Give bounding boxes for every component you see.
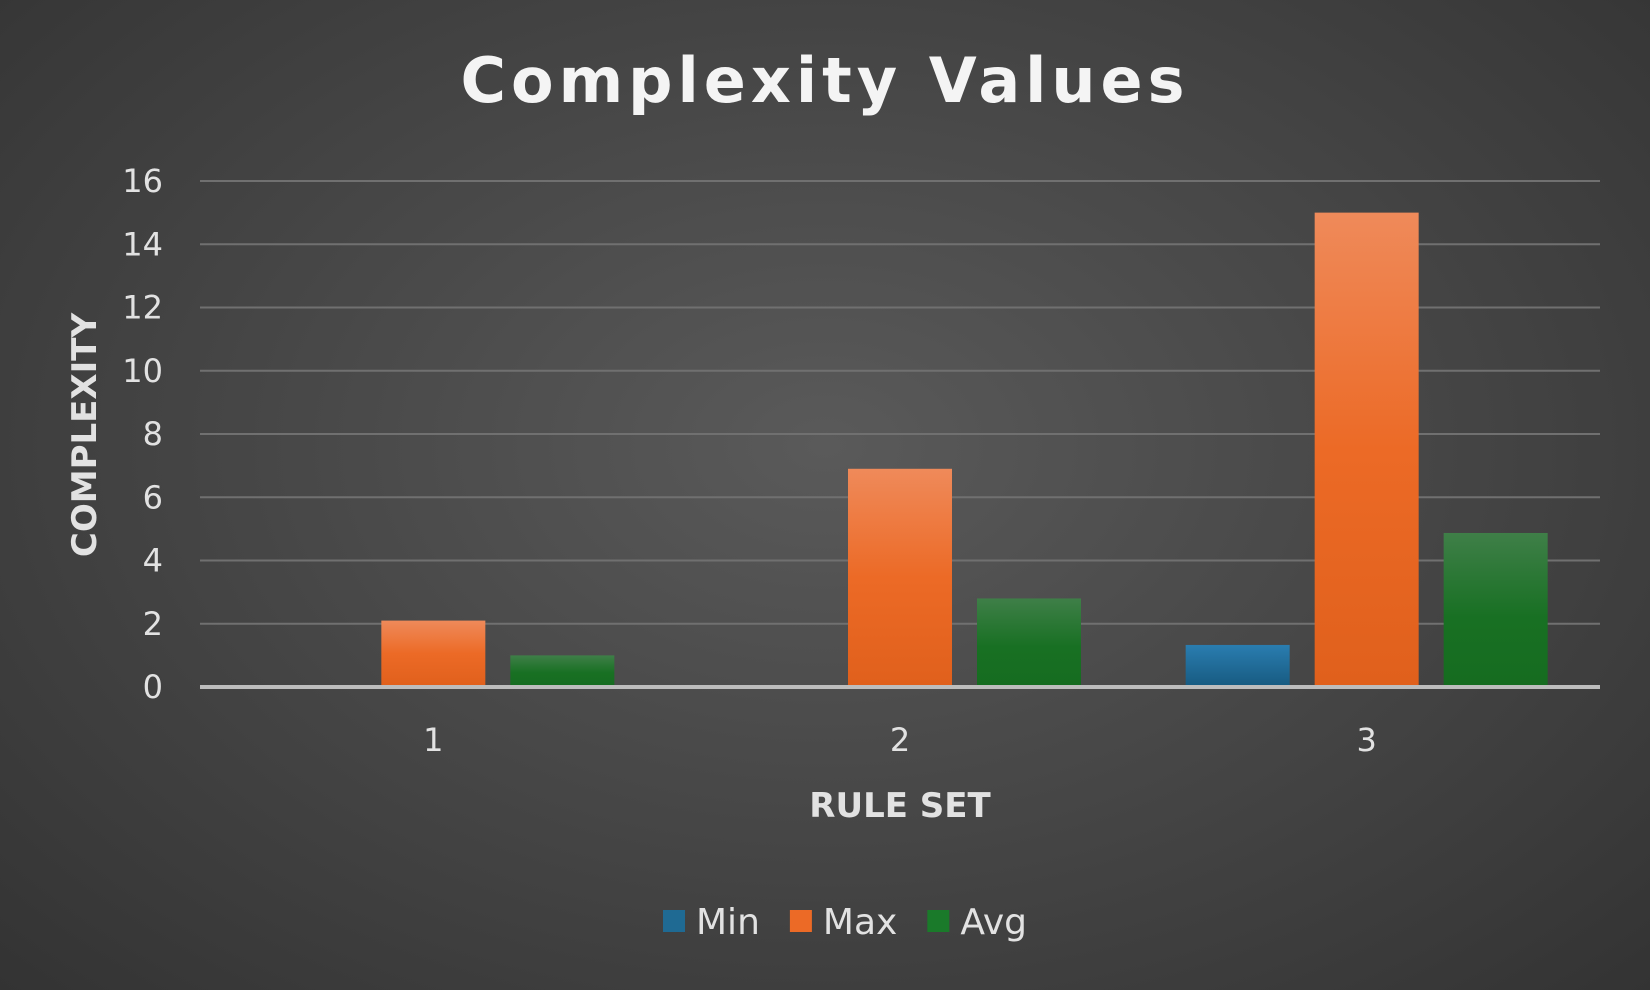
x-axis-title: RULE SET: [809, 786, 991, 826]
y-tick-label: 0: [143, 668, 163, 706]
legend-label-max: Max: [823, 902, 897, 943]
x-tick-label: 2: [890, 721, 910, 759]
bar-max-2: [848, 468, 952, 687]
y-tick-label: 16: [122, 162, 163, 200]
x-tick-label: 1: [423, 721, 443, 759]
chart-title: Complexity Values: [460, 44, 1189, 117]
legend-label-min: Min: [696, 902, 760, 943]
legend-swatch-max: [789, 910, 812, 932]
y-tick-label: 14: [122, 225, 163, 263]
bar-min-3: [1185, 644, 1290, 687]
legend-swatch-min: [663, 910, 685, 932]
y-tick-label: 12: [122, 289, 163, 327]
bar-avg-3: [1443, 532, 1548, 687]
bars: [381, 212, 1548, 687]
bar-max-3: [1314, 212, 1419, 687]
y-tick-label: 4: [143, 542, 163, 580]
y-axis-ticks: 0 2 4 6 8 10 12 14 16: [122, 162, 163, 706]
legend-swatch-avg: [927, 910, 950, 932]
y-tick-label: 6: [143, 478, 163, 516]
bar-avg-2: [977, 598, 1081, 687]
x-axis-ticks: 1 2 3: [423, 721, 1377, 759]
bar-avg-1: [510, 655, 615, 687]
y-tick-label: 10: [122, 352, 163, 390]
bar-max-1: [381, 620, 486, 687]
y-tick-label: 2: [143, 605, 163, 643]
y-tick-label: 8: [143, 415, 163, 453]
y-axis-title: COMPLEXITY: [65, 313, 105, 558]
legend: Min Max Avg: [663, 902, 1027, 943]
x-tick-label: 3: [1356, 721, 1376, 759]
legend-label-avg: Avg: [960, 902, 1027, 943]
